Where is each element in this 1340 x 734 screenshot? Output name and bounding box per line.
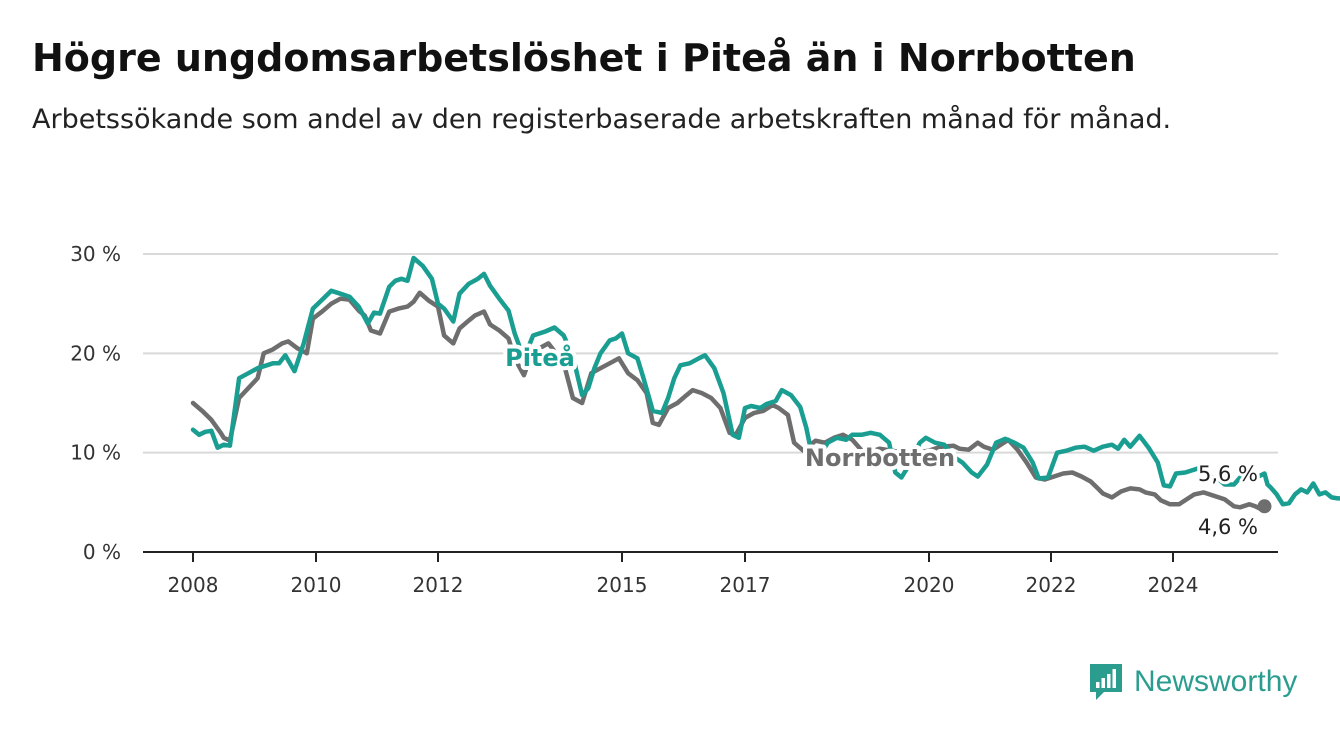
chart-title: Högre ungdomsarbetslöshet i Piteå än i N… bbox=[32, 36, 1136, 80]
x-axis-ticks: 2008 2010 2012 2015 2017 2020 2022 2024 bbox=[168, 552, 1199, 597]
x-tick-label: 2022 bbox=[1026, 573, 1077, 597]
chart-subtitle: Arbetssökande som andel av den registerb… bbox=[32, 104, 1172, 135]
end-value-halo: 4,6 % bbox=[1198, 515, 1258, 539]
series-label: Norrbotten bbox=[805, 444, 955, 472]
bar-chart-logo-icon bbox=[1090, 664, 1122, 700]
series-end-dot-0 bbox=[1257, 499, 1272, 514]
series-line-1 bbox=[190, 255, 1340, 507]
grid-lines bbox=[143, 253, 1278, 553]
end-value-halo: 5,6 % bbox=[1198, 462, 1258, 486]
y-tick-label: 0 % bbox=[83, 540, 121, 564]
y-tick-label: 30 % bbox=[70, 242, 121, 266]
brand-name: Newsworthy bbox=[1134, 665, 1298, 698]
x-tick-label: 2008 bbox=[168, 573, 219, 597]
series-label-halo: Norrbotten bbox=[805, 444, 955, 472]
x-tick-label: 2012 bbox=[413, 573, 464, 597]
newsworthy-brand: Newsworthy bbox=[1088, 660, 1297, 704]
y-axis-ticks: 0 % 10 % 20 % 30 % bbox=[70, 242, 121, 564]
y-tick-label: 10 % bbox=[70, 441, 121, 465]
series-label-halo: Piteå bbox=[505, 343, 575, 372]
x-tick-label: 2024 bbox=[1148, 573, 1199, 597]
y-tick-label: 20 % bbox=[70, 341, 121, 365]
x-tick-label: 2017 bbox=[720, 573, 771, 597]
series-label: Piteå bbox=[505, 343, 575, 372]
x-tick-label: 2010 bbox=[291, 573, 342, 597]
end-value-label: 5,6 % bbox=[1198, 462, 1258, 486]
x-tick-label: 2020 bbox=[904, 573, 955, 597]
end-value-label: 4,6 % bbox=[1198, 515, 1258, 539]
series-lines bbox=[190, 255, 1340, 514]
series-line-0 bbox=[190, 290, 1267, 512]
x-tick-label: 2015 bbox=[597, 573, 648, 597]
